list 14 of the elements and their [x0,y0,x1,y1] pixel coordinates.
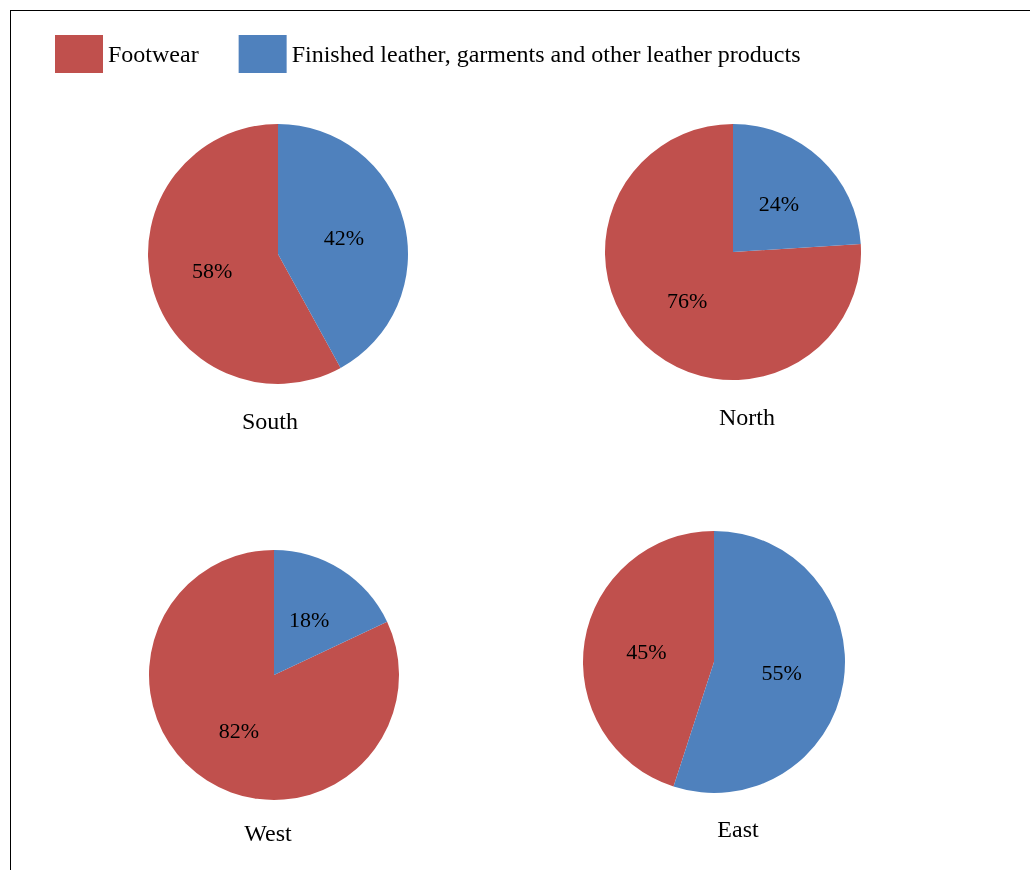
data-label: 82% [218,717,260,743]
data-label: 58% [191,258,233,284]
data-label: 55% [761,660,802,686]
data-label: 76% [666,288,708,314]
text: East [717,816,759,842]
legend-label: Finished leather, garments and other leather products [291,41,801,67]
data-label: 24% [758,190,800,216]
text: South [241,408,299,434]
legend-label: Footwear [108,41,199,67]
text: West [244,820,293,846]
data-label: 42% [323,224,365,250]
data-label: 18% [288,607,330,633]
data-label: 45% [626,638,667,664]
text: North [719,404,775,430]
